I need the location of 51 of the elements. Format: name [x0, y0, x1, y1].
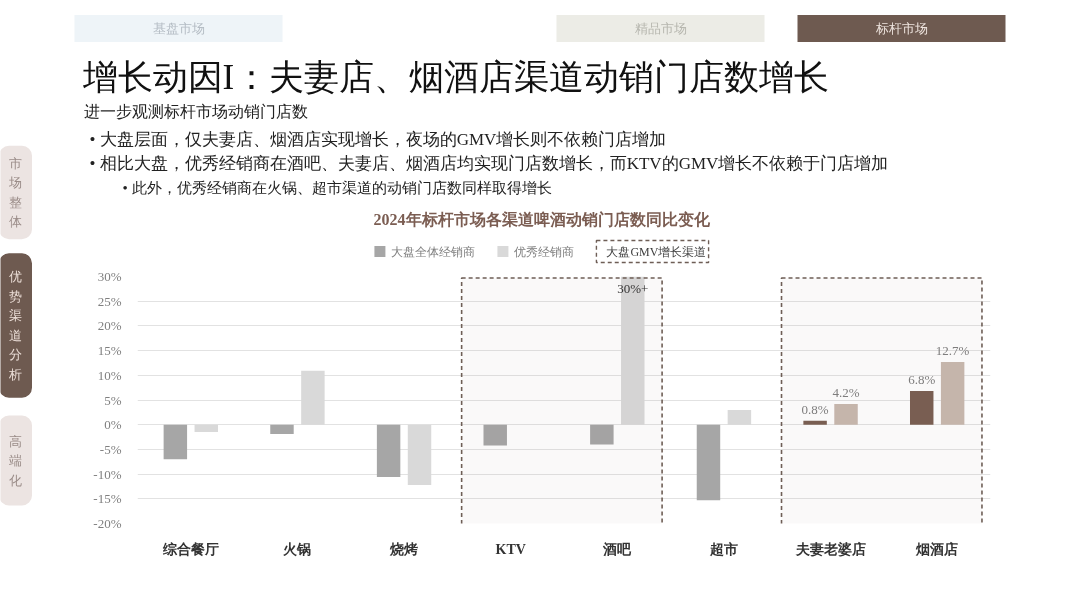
data-label: 0.8%: [801, 401, 829, 417]
x-tick-label: 综合餐厅: [161, 540, 219, 557]
chart-title: 2024年标杆市场各渠道啤酒动销门店数同比变化: [373, 210, 711, 228]
text: 标杆市场: [874, 21, 928, 36]
bar: [590, 424, 614, 445]
bar: [483, 424, 507, 446]
y-tick-label: 20%: [97, 318, 122, 334]
bar: [834, 403, 858, 425]
x-tick-label: 烟酒店: [915, 540, 959, 557]
y-tick-label: -10%: [93, 466, 122, 482]
data-label: 4.2%: [832, 384, 860, 400]
text: 进一步观测标杆市场动销门店数: [83, 103, 308, 120]
bar: [910, 391, 934, 425]
text: 市场整体: [8, 155, 22, 230]
bar: [270, 424, 294, 435]
x-tick-label: 火锅: [283, 541, 312, 557]
y-tick-label: -15%: [93, 491, 122, 507]
text: • 相比大盘，优秀经销商在酒吧、夫妻店、烟酒店均实现门店数增长，而KTV的GMV增长不依赖于门店增加: [89, 154, 889, 173]
band-label: 大盘GMV增长渠道: [606, 244, 707, 259]
bar: [803, 420, 827, 425]
bar: [376, 424, 401, 478]
y-tick-label: 5%: [104, 392, 122, 408]
bar: [696, 424, 721, 501]
bar: [163, 424, 188, 460]
text: 高端化: [9, 433, 22, 488]
x-tick-label: 超市: [708, 540, 738, 557]
x-tick-label: 酒吧: [602, 541, 633, 557]
bar: [194, 424, 218, 433]
y-tick-label: 15%: [97, 343, 122, 359]
y-tick-label: 25%: [97, 293, 122, 309]
y-tick-label: 30%: [97, 269, 122, 284]
x-tick-label: 夫妻老婆店: [794, 540, 866, 557]
x-tick-label: 烧烤: [389, 541, 419, 557]
y-tick-label: -5%: [99, 441, 122, 457]
y-tick-label: 0%: [104, 417, 122, 433]
data-label: 12.7%: [935, 342, 970, 358]
text: • 此外，优秀经销商在火锅、超市渠道的动销门店数同样取得增长: [122, 179, 552, 196]
bar: [727, 409, 752, 425]
text: • 大盘层面，仅夫妻店、烟酒店实现增长，夜场的GMV增长则不依赖门店增加: [89, 130, 667, 149]
legend-label: 大盘全体经销商: [391, 244, 476, 259]
data-label: 6.8%: [908, 372, 936, 388]
legend-label: 优秀经销商: [514, 244, 575, 259]
text: 优势渠道分析: [8, 269, 22, 382]
bar: [407, 424, 432, 485]
bar: [301, 370, 325, 425]
text: 增长动因I：夫妻店、烟酒店渠道动销门店数增长: [81, 58, 830, 97]
y-tick-label: -20%: [93, 516, 122, 531]
y-tick-label: 10%: [97, 367, 122, 383]
bar: [940, 361, 965, 425]
x-tick-label: KTV: [495, 541, 526, 557]
data-label: 30%+: [617, 280, 649, 296]
